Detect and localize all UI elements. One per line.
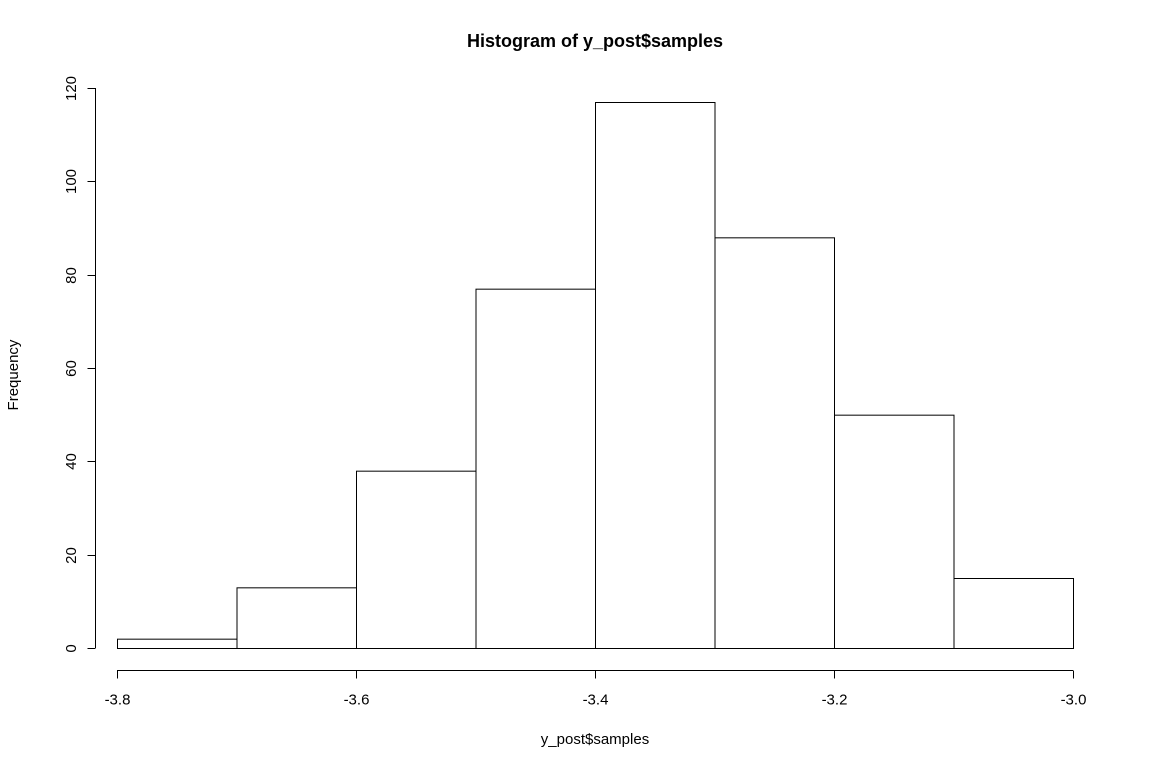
y-axis: 0 20 40 60 80 100 120 xyxy=(63,76,96,653)
y-tick-label: 60 xyxy=(63,360,80,377)
histogram-bar xyxy=(834,414,955,649)
y-tick-label: 20 xyxy=(63,547,80,564)
histogram-bar xyxy=(236,587,357,649)
y-tick-label: 0 xyxy=(63,644,80,652)
chart-title: Histogram of y_post$samples xyxy=(467,31,723,51)
x-tick-label: -3.0 xyxy=(1061,692,1087,709)
x-tick-label: -3.2 xyxy=(822,692,848,709)
x-tick-label: -3.4 xyxy=(583,692,609,709)
x-axis-label: y_post$samples xyxy=(541,731,649,748)
y-tick-label: 120 xyxy=(63,76,80,101)
histogram-bar xyxy=(475,288,596,649)
y-axis-label: Frequency xyxy=(5,339,22,410)
y-tick-label: 40 xyxy=(63,453,80,470)
histogram-bar xyxy=(117,638,238,650)
x-axis: -3.8 -3.6 -3.4 -3.2 -3.0 xyxy=(105,670,1087,709)
histogram-bar xyxy=(595,102,716,649)
histogram-bar xyxy=(714,237,835,649)
histogram-bar xyxy=(953,578,1074,649)
bars-group xyxy=(117,102,1074,650)
y-tick-label: 100 xyxy=(63,169,80,194)
x-tick-label: -3.6 xyxy=(344,692,370,709)
y-tick-label: 80 xyxy=(63,267,80,284)
histogram-bar xyxy=(356,470,477,649)
x-tick-label: -3.8 xyxy=(105,692,131,709)
